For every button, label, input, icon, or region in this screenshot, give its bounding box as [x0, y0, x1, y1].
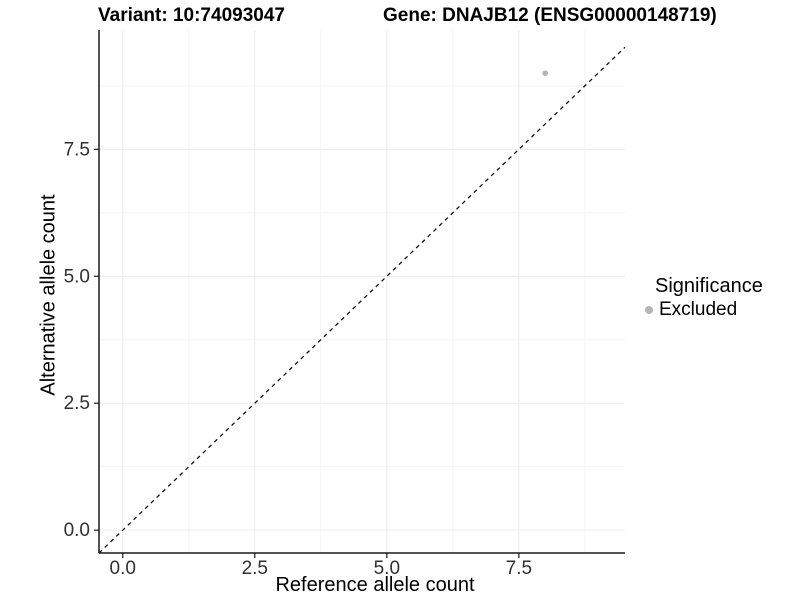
y-tick-label: 7.5 [64, 139, 90, 160]
identity-dashed-line [98, 46, 626, 554]
y-tick-label: 5.0 [64, 266, 90, 287]
legend: Significance Excluded [645, 275, 763, 320]
legend-entry-excluded: Excluded [645, 299, 763, 320]
x-tick-label: 7.5 [506, 558, 532, 579]
x-axis-title: Reference allele count [275, 574, 475, 596]
y-tick-label: 0.0 [64, 520, 90, 541]
plot-title-gene: Gene: DNAJB12 (ENSG00000148719) [383, 5, 717, 26]
y-axis-title: Alternative allele count [37, 194, 60, 396]
x-tick-label: 0.0 [110, 558, 136, 579]
legend-entry-label: Excluded [659, 299, 738, 320]
x-tick-label: 5.0 [374, 558, 400, 579]
data-point-excluded [542, 70, 549, 76]
y-tick-label: 2.5 [64, 393, 90, 414]
x-tick-label: 2.5 [242, 558, 268, 579]
legend-title: Significance [655, 275, 763, 297]
plot-title-variant: Variant: 10:74093047 [98, 5, 285, 26]
legend-point-icon [645, 305, 653, 314]
